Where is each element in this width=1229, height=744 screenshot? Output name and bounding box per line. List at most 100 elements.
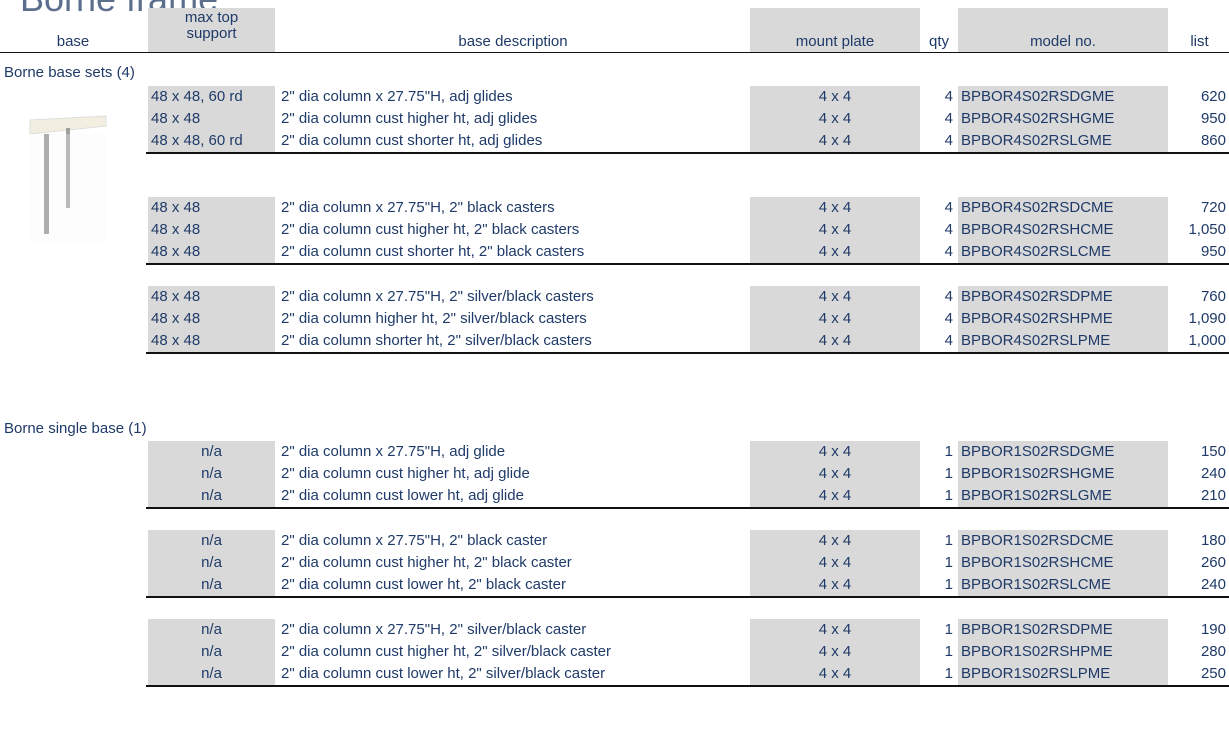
group-rule (146, 352, 1229, 354)
cell: 4 (922, 86, 956, 108)
cell: 48 x 48 (148, 330, 275, 352)
cell: BPBOR1S02RSLCME (958, 574, 1168, 596)
cell: BPBOR1S02RSDCME (958, 530, 1168, 552)
cell: 240 (1170, 574, 1229, 596)
cell: 4 x 4 (750, 241, 920, 263)
cell: 240 (1170, 463, 1229, 485)
cell: BPBOR4S02RSDCME (958, 197, 1168, 219)
cell: 4 x 4 (750, 219, 920, 241)
cell: BPBOR1S02RSDGME (958, 441, 1168, 463)
cell: 4 x 4 (750, 308, 920, 330)
cell: n/a (148, 441, 275, 463)
cell: 4 (922, 108, 956, 130)
cell: 4 x 4 (750, 530, 920, 552)
cell: 4 x 4 (750, 641, 920, 663)
cell: 180 (1170, 530, 1229, 552)
cell: 2" dia column cust shorter ht, 2" black … (278, 241, 748, 263)
group-rule (146, 685, 1229, 687)
cell: 150 (1170, 441, 1229, 463)
cell: 2" dia column cust lower ht, 2" silver/b… (278, 663, 748, 685)
cell: 1 (922, 552, 956, 574)
column-header: qty (922, 34, 956, 50)
cell: n/a (148, 663, 275, 685)
cell: BPBOR1S02RSLPME (958, 663, 1168, 685)
cell: BPBOR1S02RSHCME (958, 552, 1168, 574)
cell: 1 (922, 441, 956, 463)
cell: 48 x 48 (148, 108, 275, 130)
cell: 1,090 (1170, 308, 1229, 330)
cell: BPBOR4S02RSHGME (958, 108, 1168, 130)
column-header: max top support (148, 10, 275, 42)
cell: 48 x 48, 60 rd (148, 130, 275, 152)
cell: 1 (922, 463, 956, 485)
cell: 2" dia column x 27.75"H, 2" silver/black… (278, 619, 748, 641)
cell: BPBOR1S02RSDPME (958, 619, 1168, 641)
cell: 1 (922, 663, 956, 685)
cell: 2" dia column cust higher ht, adj glide (278, 463, 748, 485)
cell: 210 (1170, 485, 1229, 507)
cell: 4 x 4 (750, 663, 920, 685)
column-header: list (1170, 34, 1229, 50)
cell: n/a (148, 530, 275, 552)
cell: 1,000 (1170, 330, 1229, 352)
cell: 280 (1170, 641, 1229, 663)
page: Borne frame basemax top supportbase desc… (0, 0, 1229, 744)
cell: 760 (1170, 286, 1229, 308)
cell: 4 (922, 130, 956, 152)
cell: 2" dia column x 27.75"H, adj glide (278, 441, 748, 463)
cell: 4 (922, 219, 956, 241)
cell: BPBOR4S02RSLPME (958, 330, 1168, 352)
header-rule (0, 52, 1229, 53)
cell: 950 (1170, 108, 1229, 130)
cell: 1 (922, 574, 956, 596)
cell: 720 (1170, 197, 1229, 219)
cell: 2" dia column x 27.75"H, 2" black caster (278, 530, 748, 552)
cell: BPBOR1S02RSLGME (958, 485, 1168, 507)
cell: BPBOR1S02RSHPME (958, 641, 1168, 663)
cell: BPBOR4S02RSDGME (958, 86, 1168, 108)
cell: 1 (922, 530, 956, 552)
cell: 2" dia column cust higher ht, 2" black c… (278, 219, 748, 241)
cell: 4 x 4 (750, 108, 920, 130)
cell: 4 x 4 (750, 552, 920, 574)
group-rule (146, 507, 1229, 509)
cell: BPBOR4S02RSLGME (958, 130, 1168, 152)
cell: 48 x 48 (148, 219, 275, 241)
cell: 2" dia column cust higher ht, 2" silver/… (278, 641, 748, 663)
cell: BPBOR1S02RSHGME (958, 463, 1168, 485)
cell: 48 x 48 (148, 197, 275, 219)
cell: n/a (148, 485, 275, 507)
cell: 190 (1170, 619, 1229, 641)
column-header: base (0, 34, 146, 50)
cell: 2" dia column higher ht, 2" silver/black… (278, 308, 748, 330)
cell: 4 x 4 (750, 485, 920, 507)
cell: n/a (148, 641, 275, 663)
cell: 4 x 4 (750, 86, 920, 108)
cell: 4 x 4 (750, 619, 920, 641)
cell: 250 (1170, 663, 1229, 685)
cell: 950 (1170, 241, 1229, 263)
cell: 2" dia column cust higher ht, 2" black c… (278, 552, 748, 574)
cell: n/a (148, 552, 275, 574)
cell: 4 (922, 197, 956, 219)
cell: 4 x 4 (750, 286, 920, 308)
cell: 4 (922, 308, 956, 330)
cell: 2" dia column cust shorter ht, adj glide… (278, 130, 748, 152)
column-header: mount plate (750, 34, 920, 50)
cell: 2" dia column cust lower ht, 2" black ca… (278, 574, 748, 596)
cell: BPBOR4S02RSHPME (958, 308, 1168, 330)
group-rule (146, 596, 1229, 598)
section-title: Borne single base (1) (0, 418, 151, 440)
cell: 4 x 4 (750, 463, 920, 485)
cell: n/a (148, 574, 275, 596)
cell: n/a (148, 619, 275, 641)
product-image (28, 112, 108, 244)
cell: 620 (1170, 86, 1229, 108)
cell: 4 (922, 286, 956, 308)
cell: 4 x 4 (750, 330, 920, 352)
cell: 1,050 (1170, 219, 1229, 241)
cell: 2" dia column x 27.75"H, 2" black caster… (278, 197, 748, 219)
cell: 1 (922, 641, 956, 663)
cell: 1 (922, 619, 956, 641)
cell: 48 x 48, 60 rd (148, 86, 275, 108)
